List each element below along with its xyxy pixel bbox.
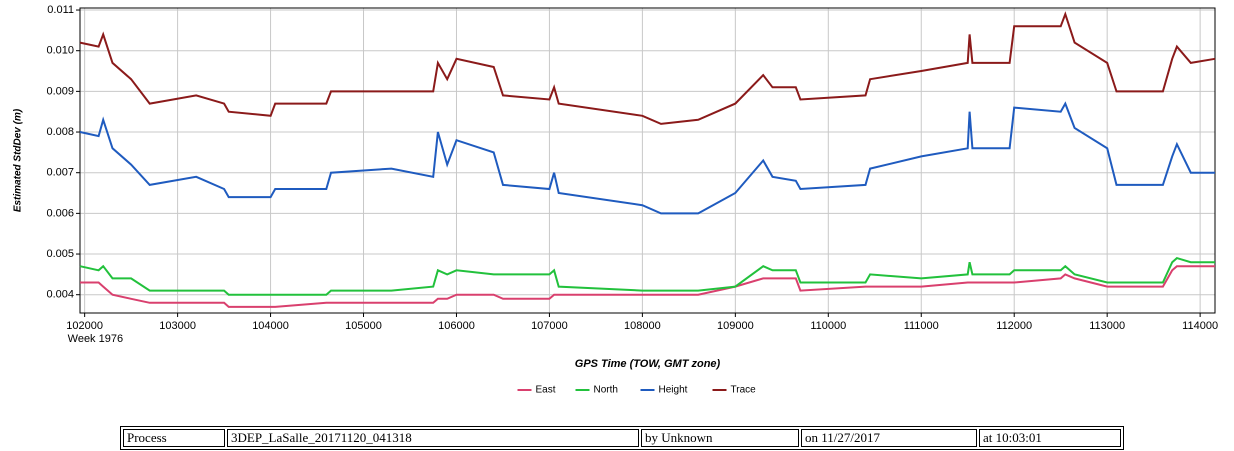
x-sublabel: Week 1976 [68, 333, 123, 345]
y-tick-label: 0.011 [47, 4, 74, 16]
x-tick-label: 104000 [252, 320, 289, 332]
y-tick-label: 0.010 [46, 45, 74, 57]
legend-label: Trace [731, 385, 757, 396]
y-tick-label: 0.008 [46, 126, 74, 138]
x-tick-label: 112000 [996, 320, 1032, 332]
x-tick-label: 113000 [1089, 320, 1125, 332]
footer-cell: at 10:03:01 [979, 429, 1121, 447]
x-tick-label: 108000 [624, 320, 661, 332]
x-tick-label: 105000 [345, 320, 382, 332]
footer-cell: 3DEP_LaSalle_20171120_041318 [227, 429, 639, 447]
x-axis-label: GPS Time (TOW, GMT zone) [575, 358, 721, 370]
series-line [79, 101, 1215, 215]
x-tick-label: 109000 [717, 320, 754, 332]
y-tick-label: 0.005 [46, 248, 74, 260]
series-line [79, 11, 1216, 125]
plot-border [79, 7, 1216, 314]
x-tick-label: 107000 [531, 320, 568, 332]
x-tick-label: 111000 [904, 320, 939, 332]
y-tick-label: 0.007 [46, 167, 74, 179]
y-tick-label: 0.004 [46, 289, 74, 301]
legend-label: East [536, 385, 556, 396]
y-axis-label: Estimated StdDev (m) [13, 108, 24, 212]
series-line [80, 265, 1215, 308]
footer-cell: Process [123, 429, 225, 447]
x-tick-label: 103000 [159, 320, 196, 332]
chart: 0.004 0.005 0.006 0.007 0.008 0.009 0.010 0.011… [13, 4, 1218, 396]
x-tick-label: 106000 [438, 320, 475, 332]
footer-table: Process 3DEP_LaSalle_20171120_041318 by Un… [120, 426, 1124, 450]
x-tick-label: 110000 [810, 320, 846, 332]
legend-label: North [594, 385, 618, 396]
footer-cell: by Unknown [641, 429, 799, 447]
legend-label: Height [659, 385, 688, 396]
y-tick-label: 0.009 [46, 85, 74, 97]
x-tick-label: 114000 [1182, 320, 1218, 332]
footer-cell: on 11/27/2017 [801, 429, 977, 447]
x-tick-label: 102000 [66, 320, 103, 332]
series-line [79, 256, 1215, 296]
footer-row: Process 3DEP_LaSalle_20171120_041318 by Un… [123, 429, 1121, 447]
y-tick-label: 0.006 [46, 207, 74, 219]
